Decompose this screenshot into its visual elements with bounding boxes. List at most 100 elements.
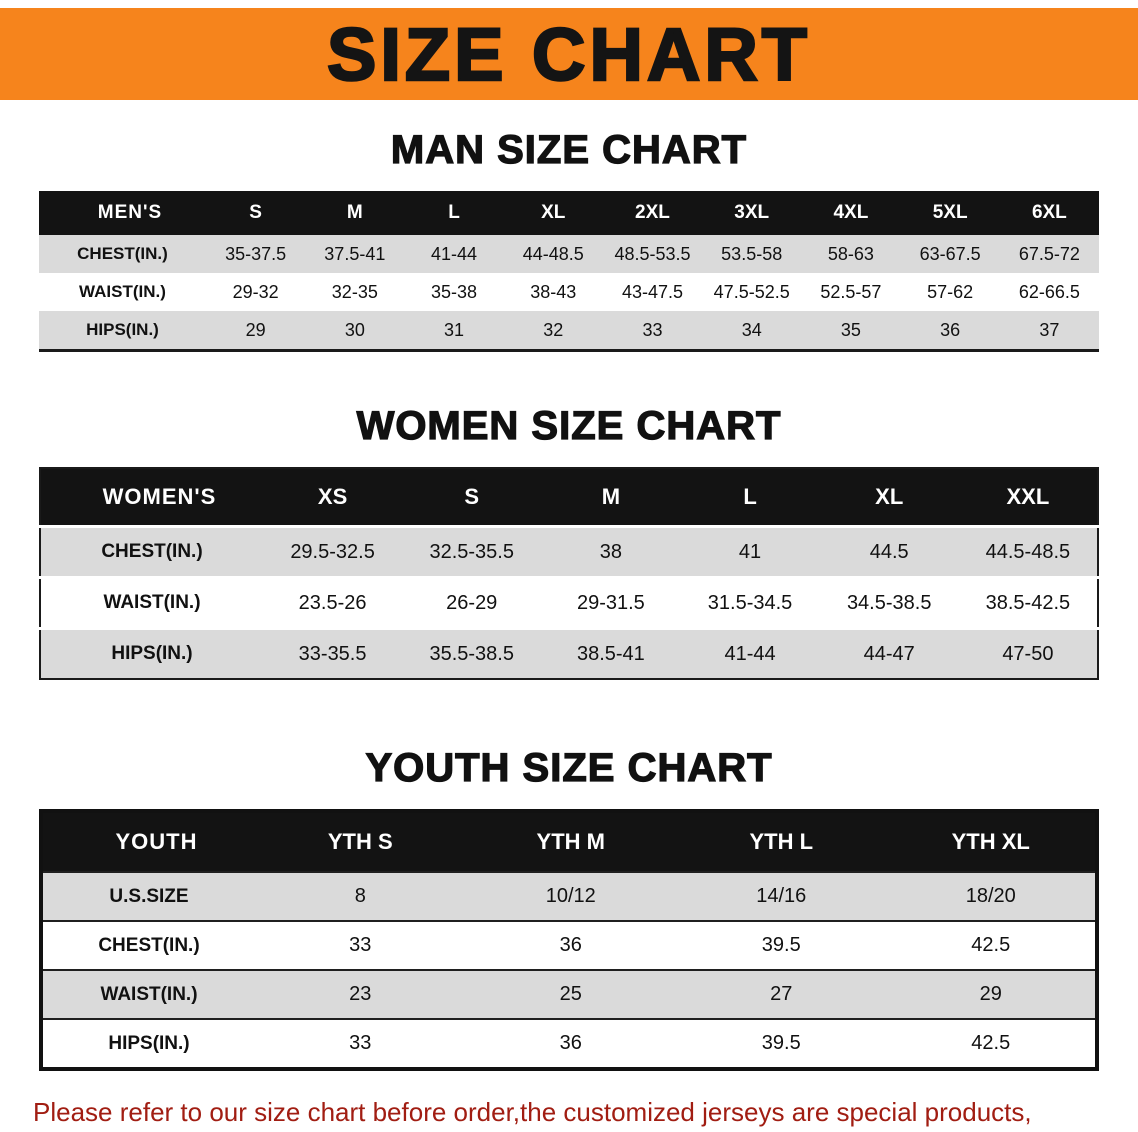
table-row: CHEST(IN.) 33 36 39.5 42.5: [41, 920, 1097, 970]
table-cell: 33: [255, 920, 466, 970]
women-size-chart-title: WOMEN SIZE CHART: [356, 403, 782, 448]
table-cell: 48.5-53.5: [614, 243, 691, 264]
column-header: 5XL: [900, 191, 1000, 235]
table-cell: 44-48.5: [522, 243, 584, 264]
table-cell: 35: [840, 319, 861, 340]
table-cell: 38: [541, 525, 681, 578]
section-man: MAN SIZE CHART MEN'S S M L XL 2XL 3XL 4XL 5XL 6XL…: [0, 127, 1138, 352]
row-label: WAIST(IN.): [40, 576, 263, 629]
section-youth: YOUTH SIZE CHART YOUTH YTH S YTH M YTH L YTH…: [0, 745, 1138, 1071]
table-cell: 29.5-32.5: [263, 525, 403, 578]
column-header: XL: [819, 468, 959, 527]
table-cell: 35-38: [431, 281, 478, 302]
men-size-table: MEN'S S M L XL 2XL 3XL 4XL 5XL 6XL CHEST(IN.) 35-37…: [39, 191, 1099, 352]
table-row: WAIST(IN.) 29-32 32-35 35-38 38-43 43-47.5 47.…: [39, 273, 1099, 311]
row-label: HIPS(IN.): [40, 627, 263, 679]
table-cell: 58-63: [827, 243, 874, 264]
table-cell: 62-66.5: [1018, 281, 1080, 302]
table-cell: 23.5-26: [263, 576, 403, 629]
table-cell: 34.5-38.5: [819, 576, 959, 629]
table-cell: 14/16: [676, 871, 887, 921]
column-header: 2XL: [602, 191, 703, 235]
table-cell: 23: [255, 969, 466, 1019]
table-cell: 41-44: [431, 243, 478, 264]
table-row: CHEST(IN.) 29.5-32.5 32.5-35.5 38 41 44.5 44.5…: [40, 525, 1098, 578]
table-row: HIPS(IN.) 29 30 31 32 33 34 35 36 37: [39, 311, 1099, 351]
table-cell: 36: [465, 920, 676, 970]
table-cell: 33: [255, 1018, 466, 1069]
table-cell: 18/20: [886, 871, 1097, 921]
table-cell: 32: [543, 319, 564, 340]
banner: SIZE CHART: [0, 8, 1138, 100]
column-header: S: [402, 468, 542, 527]
column-header: M: [541, 468, 681, 527]
youth-size-chart-title: YOUTH SIZE CHART: [365, 745, 773, 790]
table-row: WAIST(IN.) 23.5-26 26-29 29-31.5 31.5-34.5 34…: [40, 576, 1098, 629]
table-header-row: YOUTH YTH S YTH M YTH L YTH XL: [41, 811, 1097, 872]
table-corner-label: WOMEN'S: [40, 468, 263, 527]
man-size-chart-title: MAN SIZE CHART: [390, 127, 748, 172]
column-header: M: [305, 191, 405, 235]
table-cell: 37: [1039, 319, 1060, 340]
table-cell: 47.5-52.5: [713, 281, 790, 302]
column-header: YTH L: [676, 811, 887, 872]
table-cell: 67.5-72: [1018, 243, 1080, 264]
table-cell: 39.5: [676, 1018, 887, 1069]
table-cell: 35.5-38.5: [402, 627, 542, 679]
table-cell: 31: [444, 319, 465, 340]
table-cell: 63-67.5: [919, 243, 981, 264]
table-cell: 44.5-48.5: [958, 525, 1098, 578]
table-cell: 36: [940, 319, 961, 340]
row-label: HIPS(IN.): [86, 320, 159, 339]
row-label: CHEST(IN.): [41, 920, 255, 970]
table-row: WAIST(IN.) 23 25 27 29: [41, 969, 1097, 1019]
column-header: XXL: [958, 468, 1098, 527]
table-cell: 41-44: [680, 627, 820, 679]
table-row: HIPS(IN.) 33 36 39.5 42.5: [41, 1018, 1097, 1069]
row-label: CHEST(IN.): [40, 525, 263, 578]
table-row: CHEST(IN.) 35-37.5 37.5-41 41-44 44-48.5 48.5…: [39, 235, 1099, 273]
row-label: U.S.SIZE: [41, 871, 255, 921]
section-women: WOMEN SIZE CHART WOMEN'S XS S M L XL XXL CHEST(…: [0, 403, 1138, 680]
table-cell: 44-47: [819, 627, 959, 679]
table-cell: 33: [642, 319, 663, 340]
table-cell: 29-32: [232, 281, 279, 302]
row-label: CHEST(IN.): [77, 244, 168, 263]
table-cell: 26-29: [402, 576, 542, 629]
table-row: HIPS(IN.) 33-35.5 35.5-38.5 38.5-41 41-44 44-…: [40, 627, 1098, 679]
table-cell: 57-62: [927, 281, 974, 302]
table-cell: 43-47.5: [621, 281, 684, 302]
table-cell: 8: [255, 871, 466, 921]
column-header: 4XL: [801, 191, 901, 235]
table-row: U.S.SIZE 8 10/12 14/16 18/20: [41, 871, 1097, 921]
footer-notice: Please refer to our size chart before or…: [33, 1095, 1105, 1132]
table-cell: 34: [741, 319, 762, 340]
table-cell: 35-37.5: [225, 243, 287, 264]
table-cell: 29: [886, 969, 1097, 1019]
table-cell: 47-50: [958, 627, 1098, 679]
table-cell: 29: [245, 319, 266, 340]
column-header: 6XL: [999, 191, 1099, 235]
youth-size-table: YOUTH YTH S YTH M YTH L YTH XL U.S.SIZE 8 10/12…: [39, 809, 1099, 1071]
row-label: WAIST(IN.): [79, 282, 166, 301]
women-size-table: WOMEN'S XS S M L XL XXL CHEST(IN.) 29.5-32.5 32.5…: [39, 467, 1099, 680]
table-cell: 42.5: [886, 920, 1097, 970]
column-header: YTH S: [255, 811, 466, 872]
column-header: S: [206, 191, 306, 235]
table-cell: 42.5: [886, 1018, 1097, 1069]
table-cell: 38.5-42.5: [958, 576, 1098, 629]
table-cell: 39.5: [676, 920, 887, 970]
table-cell: 36: [465, 1018, 676, 1069]
table-corner-label: MEN'S: [39, 191, 206, 235]
table-cell: 32.5-35.5: [402, 525, 542, 578]
column-header: XS: [263, 468, 403, 527]
page-title: SIZE CHART: [326, 11, 811, 97]
table-cell: 37.5-41: [324, 243, 386, 264]
table-cell: 44.5: [819, 525, 959, 578]
table-cell: 52.5-57: [820, 281, 882, 302]
table-cell: 32-35: [331, 281, 378, 302]
table-cell: 30: [344, 319, 365, 340]
row-label: HIPS(IN.): [41, 1018, 255, 1069]
table-corner-label: YOUTH: [41, 811, 255, 872]
